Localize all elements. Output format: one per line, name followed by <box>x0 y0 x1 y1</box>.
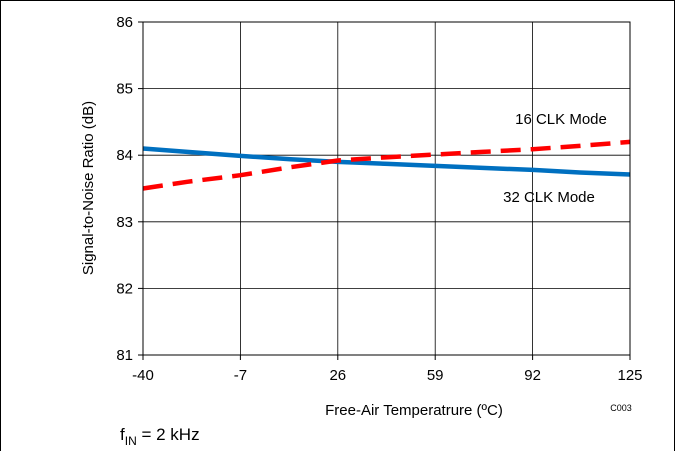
x-tick-label: -7 <box>234 367 247 384</box>
x-tick-label: 59 <box>427 367 444 384</box>
x-tick-label: 125 <box>617 367 642 384</box>
y-tick-label: 82 <box>116 280 133 297</box>
footnote-value: = 2 kHz <box>137 425 200 444</box>
footnote-condition: fIN = 2 kHz <box>120 425 200 448</box>
series-label-16clk: 16 CLK Mode <box>515 111 607 128</box>
series-label-32clk: 32 CLK Mode <box>503 189 595 206</box>
footnote-f: f <box>120 425 125 444</box>
x-axis-label: Free-Air Temperatrure (ºC) <box>325 402 503 419</box>
plot-area-border <box>142 21 631 356</box>
x-tick-label: 92 <box>524 367 541 384</box>
y-tick-label: 85 <box>116 81 133 98</box>
y-tick-label: 84 <box>116 147 133 164</box>
chart-code: C003 <box>610 403 632 413</box>
series-lines <box>142 139 631 191</box>
y-tick-label: 86 <box>116 14 133 31</box>
y-tick-labels: 81 82 83 84 85 86 <box>116 14 133 364</box>
y-tick-label: 81 <box>116 347 133 364</box>
series-line-16-clk-mode <box>142 139 631 191</box>
x-tick-label: 26 <box>329 367 346 384</box>
x-tick-label: -40 <box>132 367 154 384</box>
series-line-32-clk-mode <box>142 146 631 177</box>
footnote-subscript: IN <box>125 434 137 448</box>
y-tick-label: 83 <box>116 214 133 231</box>
y-axis-label: Signal-to-Noise Ratio (dB) <box>80 101 97 275</box>
x-tick-labels: -40 -7 26 59 92 125 <box>132 367 642 384</box>
